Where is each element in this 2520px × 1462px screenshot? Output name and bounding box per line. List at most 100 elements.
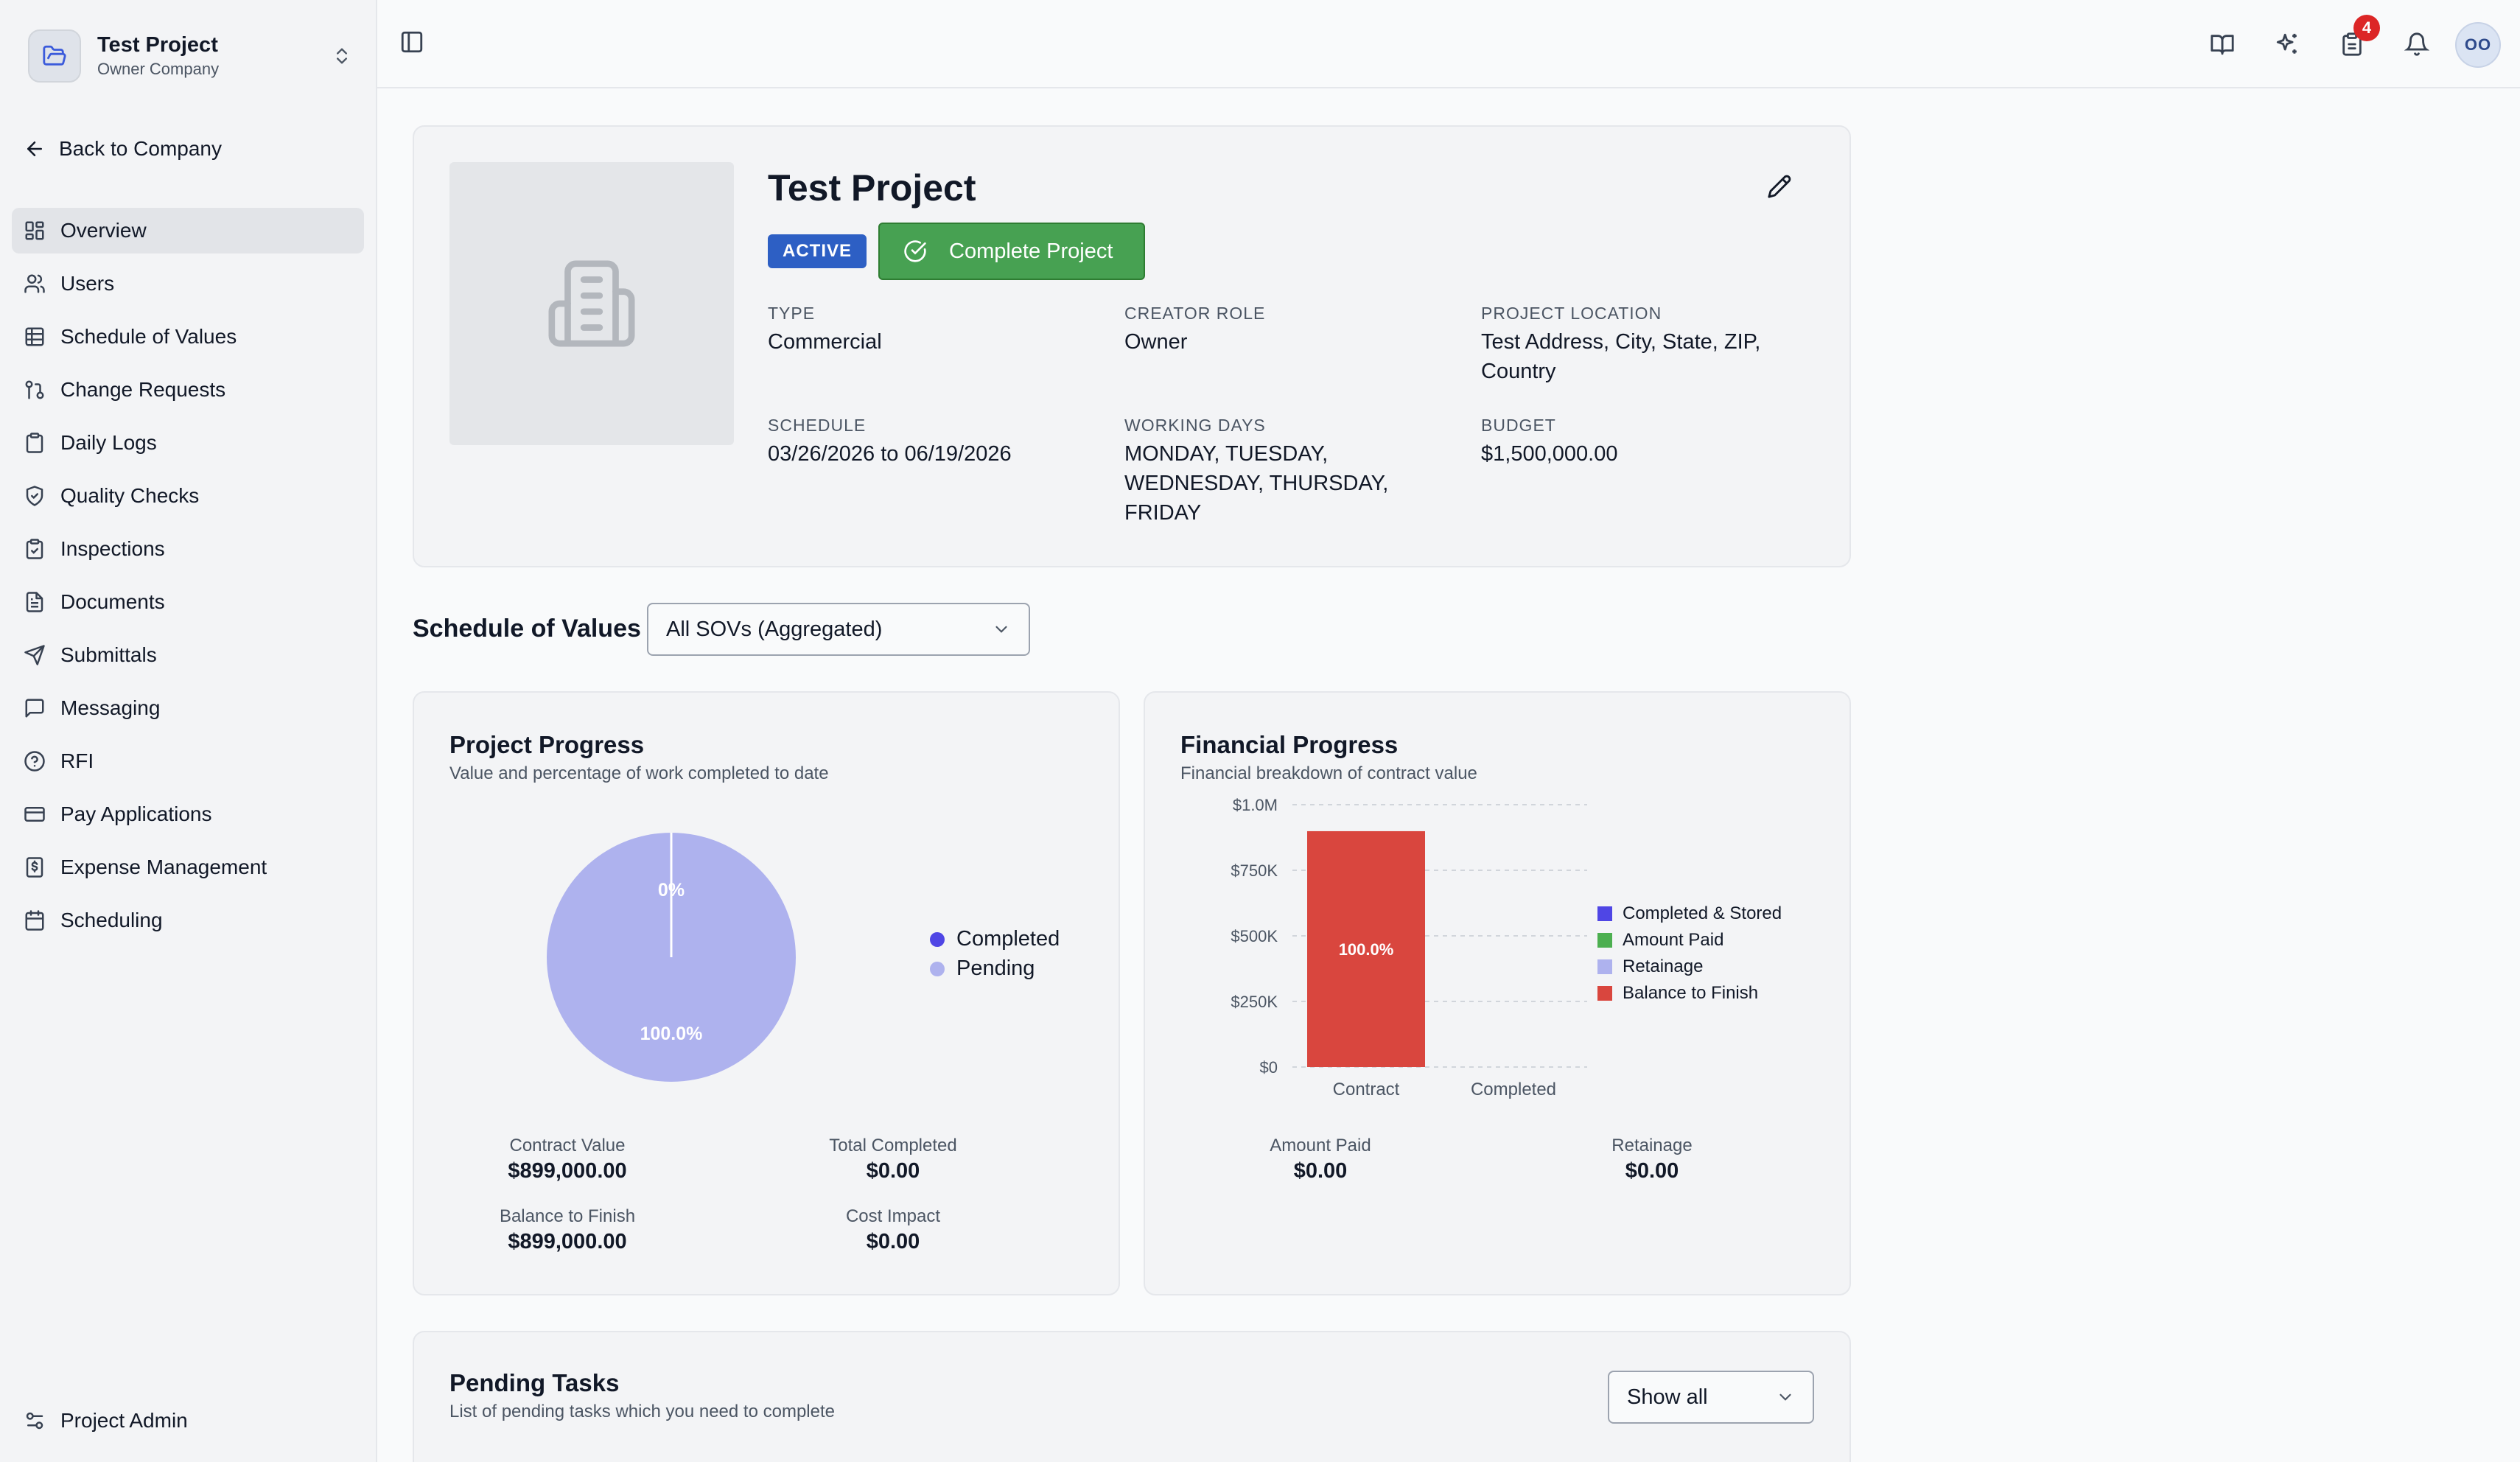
complete-project-button[interactable]: Complete Project: [878, 223, 1145, 280]
sidebar-item-daily-logs[interactable]: Daily Logs: [12, 420, 364, 466]
field-value: MONDAY, TUESDAY, WEDNESDAY, THURSDAY, FR…: [1124, 442, 1389, 525]
sidebar-item-label: Pay Applications: [60, 802, 212, 825]
bar-data-label: 100.0%: [1339, 940, 1394, 959]
y-tick-label: $500K: [1231, 927, 1278, 945]
sidebar-item-label: Submittals: [60, 643, 157, 666]
sidebar-item-quality-checks[interactable]: Quality Checks: [12, 473, 364, 519]
pie-label-completed: 0%: [658, 880, 685, 900]
project-admin-link[interactable]: Project Admin: [24, 1409, 188, 1433]
legend-item-completed-stored[interactable]: Completed & Stored: [1597, 903, 1782, 924]
sidebar-item-expense-management[interactable]: Expense Management: [12, 844, 364, 890]
bell-icon[interactable]: [2399, 27, 2435, 62]
project-image-placeholder: [449, 162, 734, 445]
sidebar-item-inspections[interactable]: Inspections: [12, 526, 364, 572]
legend-swatch: [1597, 906, 1612, 921]
pencil-icon[interactable]: [1767, 174, 1792, 199]
field-working-days: WORKING DAYS MONDAY, TUESDAY, WEDNESDAY,…: [1124, 414, 1419, 528]
bar-balance-to-finish[interactable]: [1307, 830, 1425, 1067]
avatar[interactable]: OO: [2455, 22, 2501, 68]
legend-swatch-pending: [930, 961, 945, 976]
sov-select[interactable]: All SOVs (Aggregated): [647, 603, 1030, 656]
x-tick-label: Contract: [1333, 1080, 1400, 1099]
file-text-icon: [26, 592, 43, 612]
project-switcher[interactable]: Test Project Owner Company: [28, 25, 352, 87]
company-name: Owner Company: [97, 60, 220, 78]
sidebar-item-label: Documents: [60, 590, 165, 613]
field-value: 03/26/2026 to 06/19/2026: [768, 442, 1012, 466]
sidebar-item-pay-applications[interactable]: Pay Applications: [12, 791, 364, 837]
sidebar-item-submittals[interactable]: Submittals: [12, 632, 364, 678]
field-budget: BUDGET $1,500,000.00: [1481, 414, 1820, 469]
legend-item-pending[interactable]: Pending: [930, 956, 1035, 981]
sidebar-item-users[interactable]: Users: [12, 261, 364, 307]
stat-label: Total Completed: [829, 1136, 957, 1155]
sov-selected-value: All SOVs (Aggregated): [666, 617, 883, 641]
panel-left-icon[interactable]: [399, 29, 424, 55]
sidebar-item-scheduling[interactable]: Scheduling: [12, 898, 364, 943]
field-label: PROJECT LOCATION: [1481, 304, 1662, 323]
stat-label: Cost Impact: [845, 1206, 941, 1226]
sidebar: Test Project Owner Company Back to Compa…: [0, 0, 377, 1462]
back-to-company-link[interactable]: Back to Company: [24, 133, 222, 165]
legend-swatch: [1597, 986, 1612, 1001]
sidebar-item-documents[interactable]: Documents: [12, 579, 364, 625]
field-type: TYPE Commercial: [768, 302, 1107, 357]
sidebar-item-rfi[interactable]: RFI: [12, 738, 364, 784]
task-filter-select[interactable]: Show all: [1608, 1371, 1814, 1424]
stat-cost-impact: Cost Impact $0.00: [746, 1206, 1040, 1256]
field-project-location: PROJECT LOCATION Test Address, City, Sta…: [1481, 302, 1805, 386]
sidebar-item-messaging[interactable]: Messaging: [12, 685, 364, 731]
folder-open-icon: [28, 29, 81, 83]
stat-contract-value: Contract Value $899,000.00: [420, 1135, 715, 1185]
field-label: TYPE: [768, 304, 816, 323]
financial-progress-card: Financial Progress Financial breakdown o…: [1144, 691, 1851, 1295]
field-schedule: SCHEDULE 03/26/2026 to 06/19/2026: [768, 414, 1107, 469]
sidebar-item-change-requests[interactable]: Change Requests: [12, 367, 364, 413]
stat-label: Retainage: [1611, 1136, 1693, 1155]
sidebar-item-overview[interactable]: Overview: [12, 208, 364, 253]
sidebar-item-label: Users: [60, 272, 115, 295]
stat-balance-to-finish: Balance to Finish $899,000.00: [420, 1206, 715, 1256]
check-circle-icon: [904, 240, 926, 262]
sparkles-icon[interactable]: [2269, 27, 2305, 62]
clipboard-check-icon: [26, 539, 43, 559]
legend-item-amount-paid[interactable]: Amount Paid: [1597, 930, 1723, 951]
message-square-icon: [25, 699, 44, 718]
field-label: SCHEDULE: [768, 416, 867, 435]
sidebar-item-label: Expense Management: [60, 856, 267, 878]
sidebar-item-label: Schedule of Values: [60, 325, 237, 348]
book-open-icon[interactable]: [2205, 27, 2240, 62]
sidebar-item-label: Overview: [60, 219, 147, 242]
clipboard-icon: [26, 433, 43, 453]
legend-label: Completed & Stored: [1623, 903, 1782, 923]
git-pull-request-icon: [25, 380, 44, 399]
stat-value: $0.00: [1625, 1159, 1679, 1183]
sov-section-label: Schedule of Values: [413, 615, 641, 643]
receipt-icon: [26, 857, 43, 878]
legend-item-completed[interactable]: Completed: [930, 927, 1060, 951]
card-title: Pending Tasks: [449, 1369, 620, 1396]
legend-item-balance-to-finish[interactable]: Balance to Finish: [1597, 983, 1758, 1004]
card-subtitle: List of pending tasks which you need to …: [449, 1402, 835, 1421]
x-tick-label: Completed: [1471, 1080, 1556, 1099]
legend-item-retainage[interactable]: Retainage: [1597, 956, 1703, 977]
stat-label: Balance to Finish: [499, 1206, 636, 1226]
status-badge: ACTIVE: [768, 234, 867, 268]
field-creator-role: CREATOR ROLE Owner: [1124, 302, 1463, 357]
y-tick-label: $250K: [1231, 993, 1278, 1011]
shield-check-icon: [26, 486, 43, 506]
field-label: CREATOR ROLE: [1124, 304, 1266, 323]
pie-chart: 0% 100.0%: [547, 833, 796, 1082]
y-tick-label: $750K: [1231, 861, 1278, 880]
stat-label: Amount Paid: [1270, 1136, 1371, 1155]
card-title: Financial Progress: [1180, 731, 1399, 758]
field-value: Test Address, City, State, ZIP, Country: [1481, 330, 1761, 383]
building-icon: [548, 260, 635, 347]
stat-value: $899,000.00: [508, 1230, 627, 1253]
users-icon: [24, 274, 45, 293]
chevrons-up-down-icon: [332, 41, 352, 71]
sidebar-item-schedule-of-values[interactable]: Schedule of Values: [12, 314, 364, 360]
sidebar-nav: Overview Users Schedule of Values Change…: [12, 208, 364, 951]
pie-label-pending: 100.0%: [640, 1024, 703, 1044]
sidebar-item-label: Messaging: [60, 696, 161, 719]
